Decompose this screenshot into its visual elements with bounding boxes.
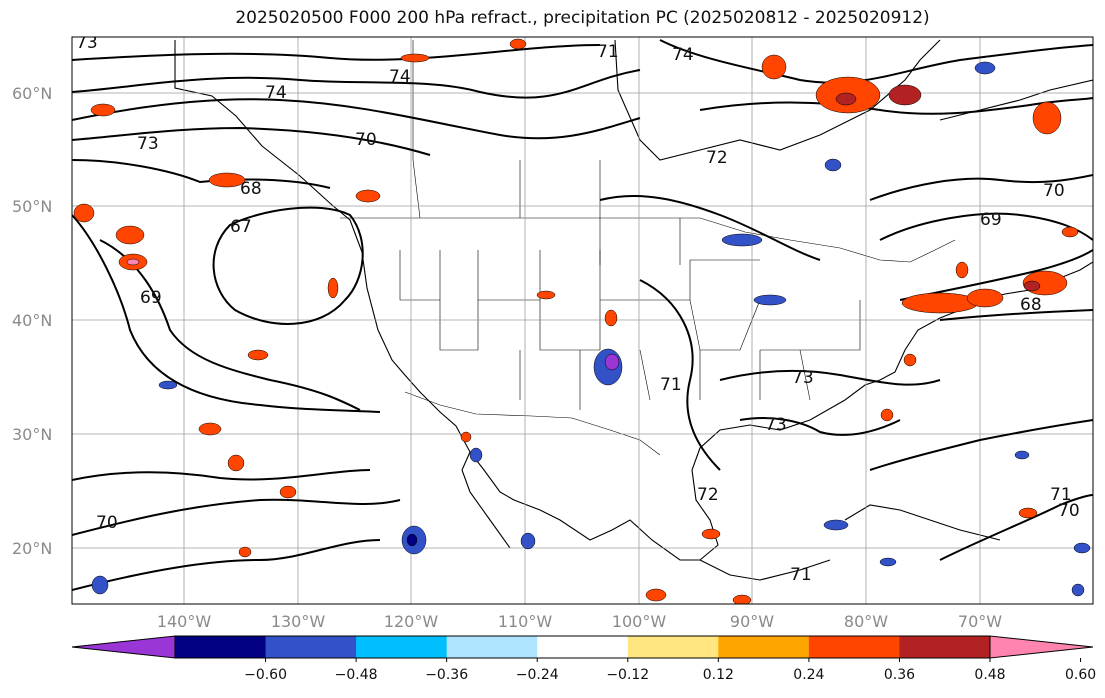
colorbar-cell bbox=[808, 636, 900, 658]
contour-label: 70 bbox=[355, 130, 377, 150]
colorbar-cell bbox=[175, 636, 267, 658]
contour-labels: 73 74 74 73 70 68 67 69 72 71 70 69 68 7… bbox=[76, 33, 1080, 585]
colorbar-tick-label: −0.48 bbox=[335, 667, 378, 683]
borders bbox=[340, 40, 956, 456]
contour-label: 74 bbox=[265, 83, 287, 103]
colorbar-cell bbox=[265, 636, 357, 658]
colorbar-tick-label: 0.12 bbox=[703, 667, 734, 683]
lat-label: 30°N bbox=[12, 425, 52, 444]
chart-title: 2025020500 F000 200 hPa refract., precip… bbox=[235, 8, 930, 28]
lon-label: 70°W bbox=[958, 612, 1002, 631]
contour-label: 72 bbox=[706, 148, 728, 168]
colorbar-cells bbox=[174, 635, 991, 659]
colorbar-cell bbox=[899, 636, 991, 658]
refractivity-contours bbox=[72, 39, 1093, 591]
contour-label: 68 bbox=[1020, 295, 1042, 315]
contour-label: 70 bbox=[96, 513, 118, 533]
contour-label: 74 bbox=[389, 67, 411, 87]
contour-label: 73 bbox=[792, 368, 814, 388]
colorbar-tick-label: −0.12 bbox=[606, 667, 649, 683]
precipitation-patches bbox=[73, 38, 1091, 604]
contour-label: 67 bbox=[230, 217, 252, 237]
colorbar-ticks: −0.60 −0.48 −0.36 −0.24 −0.12 0.12 0.24 0.36 0.4… bbox=[244, 658, 1096, 683]
contour-label: 72 bbox=[697, 485, 719, 505]
colorbar-extend-min bbox=[71, 635, 176, 659]
lon-label: 140°W bbox=[157, 612, 212, 631]
contour-label: 68 bbox=[240, 179, 262, 199]
colorbar-cell bbox=[446, 636, 538, 658]
lon-label: 110°W bbox=[498, 612, 553, 631]
lat-label: 20°N bbox=[12, 539, 52, 558]
contour-label: 71 bbox=[790, 565, 812, 585]
contour-label: 73 bbox=[137, 134, 159, 154]
colorbar-tick-label: 0.48 bbox=[974, 667, 1005, 683]
lon-label: 80°W bbox=[844, 612, 888, 631]
map-plot-area: 73 74 74 73 70 68 67 69 72 71 70 69 68 7… bbox=[72, 33, 1093, 604]
graticule bbox=[72, 37, 1093, 604]
contour-label: 73 bbox=[765, 415, 787, 435]
colorbar-tick-label: 0.24 bbox=[793, 667, 824, 683]
latitude-labels: 60°N 50°N 40°N 30°N 20°N bbox=[12, 84, 52, 558]
colorbar-extend-max bbox=[989, 635, 1094, 659]
lon-label: 120°W bbox=[384, 612, 439, 631]
contour-label: 69 bbox=[140, 288, 162, 308]
colorbar-tick-label: −0.36 bbox=[425, 667, 468, 683]
colorbar-tick-label: −0.60 bbox=[244, 667, 287, 683]
contour-label: 70 bbox=[1043, 181, 1065, 201]
lat-label: 40°N bbox=[12, 311, 52, 330]
lat-label: 60°N bbox=[12, 84, 52, 103]
colorbar-cell bbox=[627, 636, 719, 658]
contour-label: 71 bbox=[1050, 485, 1072, 505]
contour-label: 71 bbox=[660, 375, 682, 395]
contour-label: 69 bbox=[980, 210, 1002, 230]
contour-label: 70 bbox=[1058, 501, 1080, 521]
colorbar-tick-label: 0.60 bbox=[1065, 667, 1096, 683]
map-frame bbox=[71, 36, 1094, 605]
contour-label: 73 bbox=[76, 33, 98, 53]
colorbar: −0.60 −0.48 −0.36 −0.24 −0.12 0.12 0.24 0.36 0.4… bbox=[71, 635, 1096, 683]
contour-label: 71 bbox=[597, 42, 619, 62]
colorbar-tick-label: 0.36 bbox=[884, 667, 915, 683]
contour-label: 74 bbox=[672, 45, 694, 65]
colorbar-tick-label: −0.24 bbox=[516, 667, 559, 683]
coastlines bbox=[174, 39, 1093, 581]
colorbar-cell bbox=[356, 636, 448, 658]
lon-label: 90°W bbox=[730, 612, 774, 631]
longitude-labels: 140°W 130°W 120°W 110°W 100°W 90°W 80°W … bbox=[157, 612, 1002, 631]
colorbar-cell bbox=[537, 636, 629, 658]
colorbar-cell bbox=[718, 636, 810, 658]
lon-label: 130°W bbox=[271, 612, 326, 631]
lon-label: 100°W bbox=[612, 612, 667, 631]
lat-label: 50°N bbox=[12, 197, 52, 216]
